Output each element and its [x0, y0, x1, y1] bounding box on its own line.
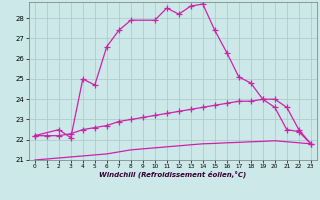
- X-axis label: Windchill (Refroidissement éolien,°C): Windchill (Refroidissement éolien,°C): [99, 171, 246, 178]
